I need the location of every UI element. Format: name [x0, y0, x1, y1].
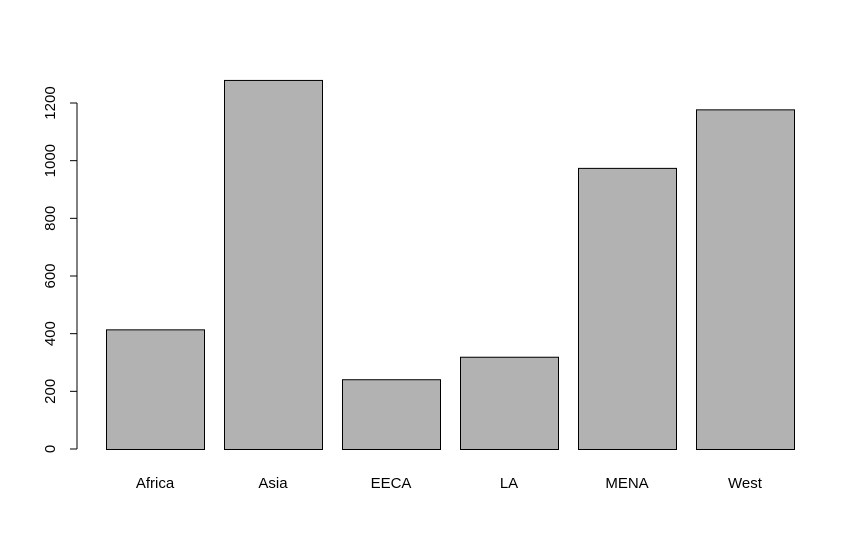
bar-mena	[578, 167, 677, 450]
y-axis: 0 200 400 600 800 1000 1200	[42, 86, 78, 453]
x-axis-labels: Africa Asia EECA LA MENA West	[136, 475, 763, 492]
y-tick-label: 600	[42, 263, 59, 288]
y-tick-label: 1000	[42, 144, 59, 177]
x-tick-label-mena: MENA	[605, 475, 648, 492]
bars-group	[106, 79, 795, 451]
y-tick-label: 200	[42, 379, 59, 404]
bar-la	[460, 356, 559, 451]
x-tick-label-west: West	[728, 475, 763, 492]
bar-west	[696, 109, 795, 451]
x-tick-label-eeca: EECA	[371, 475, 412, 492]
y-tick-label: 0	[42, 445, 59, 453]
bar-eeca	[342, 379, 441, 450]
y-tick-label: 800	[42, 206, 59, 231]
x-tick-label-asia: Asia	[258, 475, 288, 492]
y-tick-label: 400	[42, 321, 59, 346]
x-tick-label-africa: Africa	[136, 475, 175, 492]
y-tick-label: 1200	[42, 86, 59, 119]
x-tick-label-la: LA	[500, 475, 518, 492]
bar-africa	[106, 329, 205, 451]
bar-asia	[224, 79, 323, 451]
